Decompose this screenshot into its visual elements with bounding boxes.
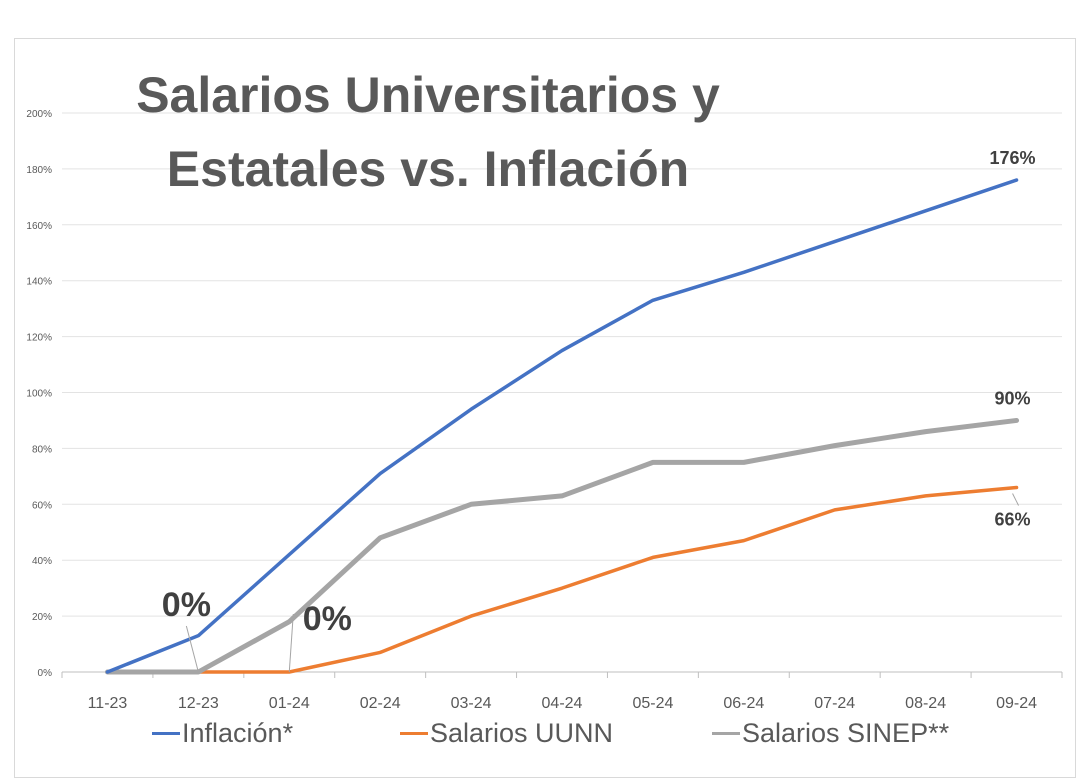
data-label: 90% [995, 388, 1031, 408]
x-tick-label: 01-24 [269, 695, 310, 712]
legend-swatch-salarios-uunn [400, 732, 428, 735]
label-leader-line [1012, 493, 1019, 506]
x-tick-label: 04-24 [542, 695, 583, 712]
series-line-salarios-sinep [104, 417, 1020, 675]
legend: Inflación* Salarios UUNN Salarios SINEP*… [0, 718, 1090, 758]
series-line-salarios-uunn [105, 485, 1019, 674]
y-tick-label: 80% [32, 444, 52, 455]
legend-swatch-inflacion [152, 732, 180, 735]
annotation-leader-line [185, 625, 199, 673]
y-tick-label: 0% [38, 668, 53, 679]
legend-swatch-salarios-sinep [712, 732, 740, 735]
x-tick-label: 11-23 [88, 695, 128, 712]
y-tick-label: 160% [26, 221, 52, 232]
x-tick-label: 09-24 [996, 695, 1037, 712]
y-tick-label: 200% [26, 109, 52, 120]
x-tick-label: 12-23 [178, 695, 219, 712]
y-tick-label: 100% [26, 389, 52, 400]
annotation-label: 0% [303, 600, 352, 638]
legend-label-salarios-sinep: Salarios SINEP** [742, 718, 950, 748]
legend-item-salarios-uunn: Salarios UUNN [400, 718, 613, 749]
y-tick-label: 40% [32, 556, 52, 567]
annotation-leader-line [288, 613, 294, 673]
data-label: 176% [990, 148, 1036, 168]
legend-item-salarios-sinep: Salarios SINEP** [712, 718, 949, 749]
legend-label-inflacion: Inflación* [182, 718, 294, 748]
chart-title: Salarios Universitarios y Estatales vs. … [136, 67, 720, 197]
legend-item-inflacion: Inflación* [152, 718, 293, 749]
data-label: 66% [995, 510, 1031, 530]
series-line-inflaci-n [105, 178, 1019, 674]
legend-label-salarios-uunn: Salarios UUNN [430, 718, 614, 748]
annotation-label: 0% [162, 586, 211, 624]
x-tick-label: 07-24 [814, 695, 855, 712]
x-tick-label: 02-24 [360, 695, 401, 712]
y-tick-label: 20% [32, 612, 52, 623]
x-tick-label: 06-24 [723, 695, 764, 712]
x-tick-label: 08-24 [905, 695, 946, 712]
chart-frame [14, 38, 1076, 778]
y-tick-label: 120% [26, 333, 52, 344]
x-tick-label: 03-24 [451, 695, 492, 712]
y-tick-label: 140% [26, 277, 52, 288]
y-tick-label: 180% [26, 165, 52, 176]
y-tick-label: 60% [32, 500, 52, 511]
x-tick-label: 05-24 [632, 695, 673, 712]
